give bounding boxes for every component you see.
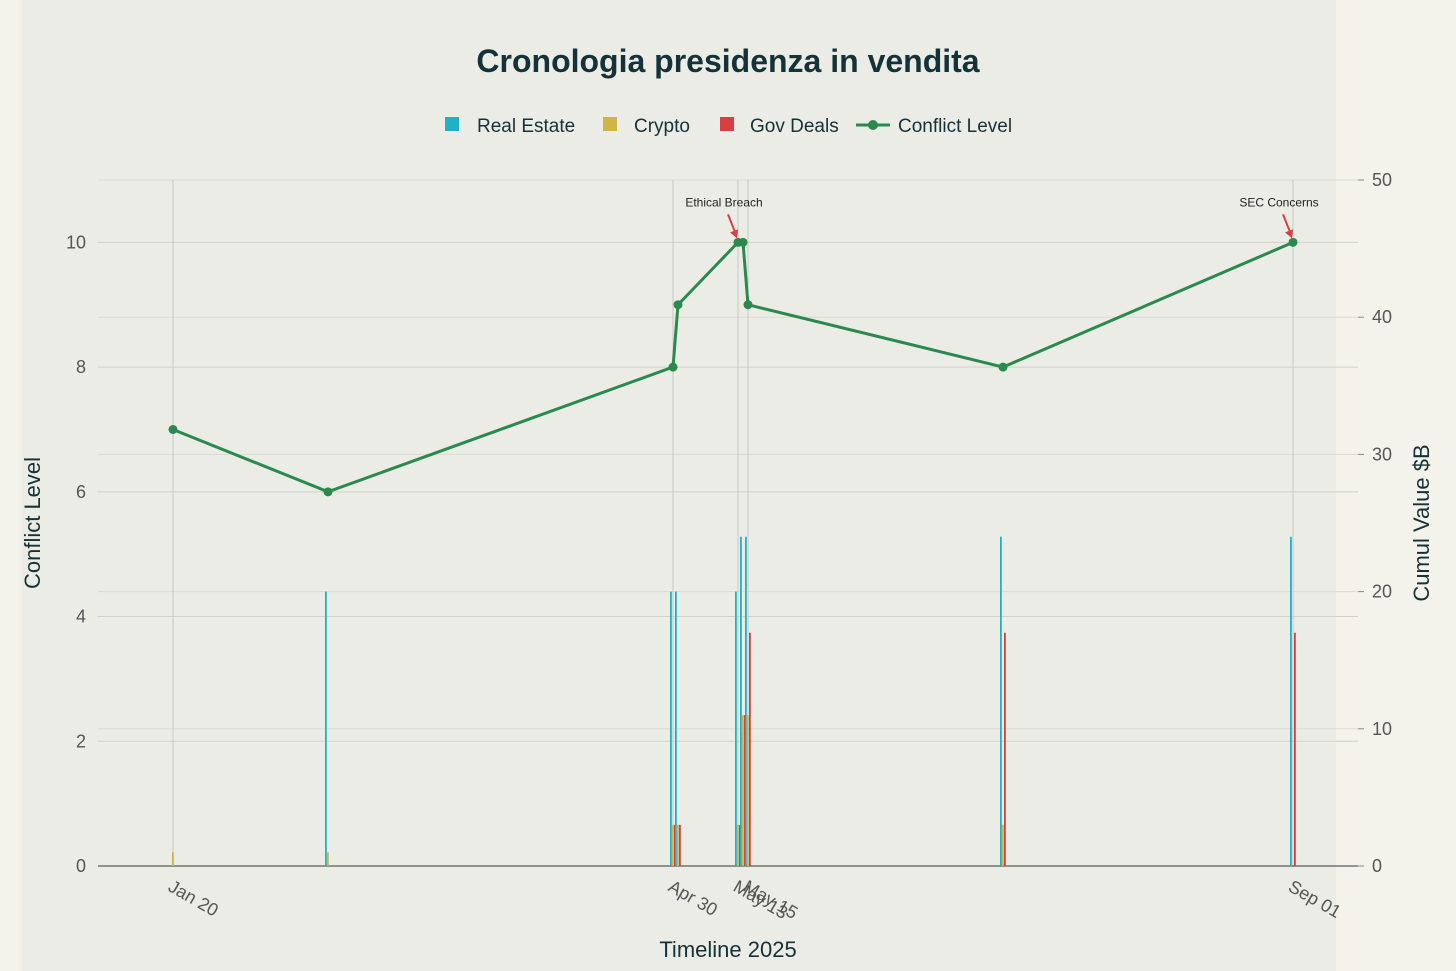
chart-title: Cronologia presidenza in vendita [476,43,979,79]
legend-item-gov-deals[interactable]: Gov Deals [720,116,839,137]
conflict-level-point[interactable] [168,424,178,434]
y2-tick-label: 10 [1372,719,1392,739]
bar-gov-deals [1294,632,1296,866]
conflict-level-point[interactable] [1288,237,1298,247]
y2-tick-label: 20 [1372,582,1392,602]
legend-label-crypto: Crypto [634,116,690,137]
legend-swatch-real-estate [445,117,459,131]
bar-real-estate [1290,536,1292,866]
bar-gov-deals [1004,632,1006,866]
conflict-level-point[interactable] [738,237,748,247]
bar-real-estate [670,591,672,866]
y2-tick-label: 0 [1372,856,1382,876]
chart-background [22,0,1336,971]
bar-real-estate [675,591,677,866]
bar-real-estate [735,591,737,866]
bar-gov-deals [739,824,741,866]
legend-swatch-conflict-marker [868,120,878,130]
legend-item-crypto[interactable]: Crypto [603,116,690,137]
y-tick-label: 0 [76,856,86,876]
legend-swatch-crypto [603,117,617,131]
legend-item-real-estate[interactable]: Real Estate [445,116,575,137]
conflict-level-point[interactable] [673,300,683,310]
bar-gov-deals [674,824,676,866]
bar-crypto [677,824,679,866]
conflict-level-point[interactable] [668,362,678,372]
bar-real-estate [325,591,327,866]
y2-tick-label: 40 [1372,307,1392,327]
bar-real-estate [1000,536,1002,866]
bar-crypto [742,715,744,866]
x-axis-title: Timeline 2025 [659,937,796,962]
bar-gov-deals [744,715,746,866]
bar-crypto [737,824,739,866]
annotation-arrow-head [1285,229,1293,239]
conflict-level-point[interactable] [998,362,1008,372]
bar-gov-deals [749,632,751,866]
y-tick-label: 2 [76,731,86,751]
bar-crypto [327,852,329,866]
legend: Real Estate Crypto Gov Deals Conflict Le… [445,116,1012,137]
annotation-arrow-head [730,229,738,239]
bar-crypto [172,852,174,866]
y2-tick-label: 30 [1372,444,1392,464]
y-tick-label: 4 [76,607,86,627]
legend-label-conflict-level: Conflict Level [898,116,1012,137]
bar-crypto [1002,824,1004,866]
annotation-label: SEC Concerns [1239,195,1318,209]
y-axis-title: Conflict Level [20,457,45,589]
y-tick-label: 8 [76,357,86,377]
bar-gov-deals [679,824,681,866]
legend-label-gov-deals: Gov Deals [750,116,839,137]
legend-swatch-gov-deals [720,117,734,131]
x-tick-label: Jan 20 [165,876,222,920]
legend-label-real-estate: Real Estate [477,116,575,137]
bar-real-estate [740,536,742,866]
legend-item-conflict-level[interactable]: Conflict Level [856,116,1012,137]
conflict-level-point[interactable] [323,487,333,497]
conflict-level-point[interactable] [743,300,753,310]
bar-crypto [672,824,674,866]
y2-tick-label: 50 [1372,170,1392,190]
bar-real-estate [745,536,747,866]
x-tick-label: Apr 30 [665,876,721,920]
y-tick-label: 10 [66,232,86,252]
y-tick-label: 6 [76,482,86,502]
x-tick-label: Sep 01 [1285,876,1344,922]
annotation-label: Ethical Breach [685,195,762,209]
bar-crypto [747,715,749,866]
y2-axis-title: Cumul Value $B [1409,444,1434,601]
